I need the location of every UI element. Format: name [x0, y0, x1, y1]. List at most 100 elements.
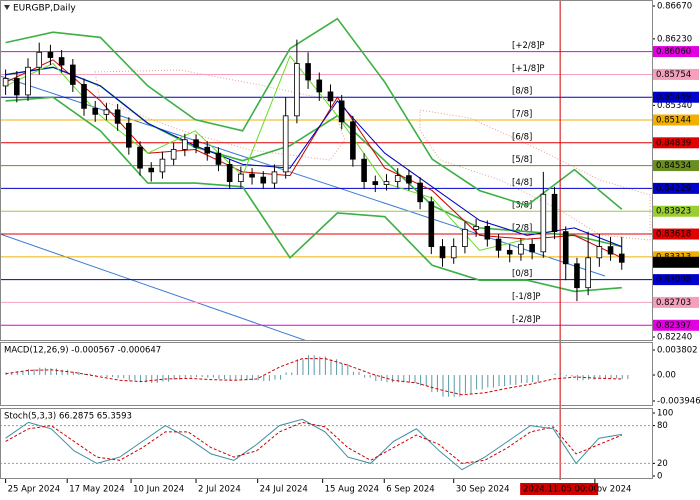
- title-icon: [4, 5, 10, 10]
- candle-body: [25, 66, 31, 96]
- candle-body: [305, 63, 311, 81]
- candle-body: [103, 109, 110, 115]
- indicator-line: [5, 66, 622, 248]
- candle-body: [137, 146, 143, 169]
- level-label: 0.86060: [656, 47, 691, 57]
- x-tick-label: 30 Sep 2024: [456, 485, 510, 495]
- level-label: 0.85144: [656, 116, 691, 126]
- price-badge: [653, 256, 699, 268]
- x-tick-label: 10 Jun 2024: [133, 485, 184, 495]
- main-panel: [0, 0, 653, 341]
- level-label: 0.82703: [656, 298, 691, 308]
- candle-body: [159, 158, 166, 173]
- candle-body: [215, 152, 222, 165]
- y-tick-label: 0.003802: [657, 346, 698, 356]
- candle-body: [204, 146, 211, 154]
- price-label: 0.83240: [656, 258, 691, 268]
- y-tick-label: 80: [657, 421, 668, 431]
- level-badge: [653, 160, 699, 172]
- level-badge: [653, 68, 699, 80]
- level-badge: [653, 228, 699, 240]
- level-label: 0.82397: [656, 321, 691, 331]
- level-badge: [653, 319, 699, 331]
- y-tick-label: 0.00: [657, 371, 676, 381]
- level-badge: [653, 274, 699, 286]
- candle-body: [462, 229, 468, 247]
- indicator-line: [5, 421, 622, 464]
- cloud: [94, 69, 346, 161]
- level-badge: [653, 137, 699, 149]
- y-tick-label: -0.003946: [657, 397, 700, 407]
- macd-title: MACD(12,26,9) -0.000567 -0.000647: [4, 346, 161, 356]
- candle-body: [260, 176, 267, 184]
- level-badge: [653, 46, 699, 58]
- candle-body: [182, 139, 188, 150]
- level-name: [-2/8]P: [512, 315, 541, 325]
- candle-body: [607, 246, 614, 255]
- candle-body: [294, 63, 300, 117]
- chart-title: EURGBP,Daily: [13, 4, 76, 14]
- level-name: [5/8]: [512, 155, 532, 165]
- candle-body: [618, 253, 625, 263]
- level-name: [0/8]: [512, 269, 532, 279]
- candle-body: [495, 238, 502, 251]
- candle-body: [428, 201, 435, 247]
- y-tick-label: 0.86670: [657, 2, 692, 12]
- candle-body: [2, 78, 9, 87]
- candle-body: [81, 84, 87, 109]
- level-name: [+2/8]P: [512, 41, 545, 51]
- candle-body: [361, 158, 367, 182]
- marker-label: 2024.11.05 00:00: [523, 485, 599, 495]
- candle-body: [350, 121, 356, 160]
- candle-body: [450, 246, 457, 259]
- candle-body: [36, 51, 43, 68]
- candle-body: [327, 91, 334, 102]
- candle-body: [574, 263, 580, 289]
- candle-body: [551, 193, 558, 233]
- x-tick-label: ov 2024: [597, 485, 632, 495]
- indicator-line: [5, 418, 622, 471]
- x-tick-label: 6 Sep 2024: [386, 485, 434, 495]
- cloud: [419, 109, 651, 241]
- level-name: [8/8]: [512, 87, 532, 97]
- level-label: 0.85754: [656, 70, 691, 80]
- candle-body: [282, 115, 289, 173]
- y-tick-label: 0.82240: [657, 333, 692, 343]
- level-label: 0.84534: [656, 161, 691, 171]
- candle-body: [193, 139, 199, 148]
- candle-body: [14, 78, 20, 96]
- candle-body: [316, 79, 323, 93]
- level-badge: [653, 91, 699, 103]
- candle-body: [383, 181, 390, 185]
- indicator-line: [5, 55, 528, 251]
- candle-body: [406, 175, 412, 184]
- candle-body: [226, 164, 233, 182]
- candle-body: [249, 173, 255, 178]
- stoch-panel: [0, 408, 653, 479]
- candle-body: [170, 149, 177, 160]
- candle-body: [518, 243, 524, 255]
- level-name: [7/8]: [512, 110, 532, 120]
- level-label: 0.84229: [656, 184, 691, 194]
- y-tick-label: 20: [657, 459, 668, 469]
- indicator-line: [5, 96, 622, 293]
- level-badge: [653, 182, 699, 194]
- level-label: 0.83618: [656, 230, 691, 240]
- candle-body: [506, 249, 513, 255]
- level-name: [3/8]: [512, 201, 532, 211]
- candle-body: [372, 181, 379, 185]
- candle-body: [394, 175, 401, 182]
- level-badge: [653, 205, 699, 217]
- level-name: [4/8]: [512, 178, 532, 188]
- level-label: 0.84839: [656, 138, 691, 148]
- candle-body: [585, 257, 591, 289]
- candle-body: [126, 122, 132, 148]
- candle-body: [562, 231, 569, 265]
- level-name: [2/8]: [512, 224, 532, 234]
- candle-body: [70, 64, 76, 85]
- x-tick-label: 17 May 2024: [69, 485, 124, 495]
- y-tick-label: 0.86230: [657, 34, 692, 44]
- candle-body: [148, 167, 155, 173]
